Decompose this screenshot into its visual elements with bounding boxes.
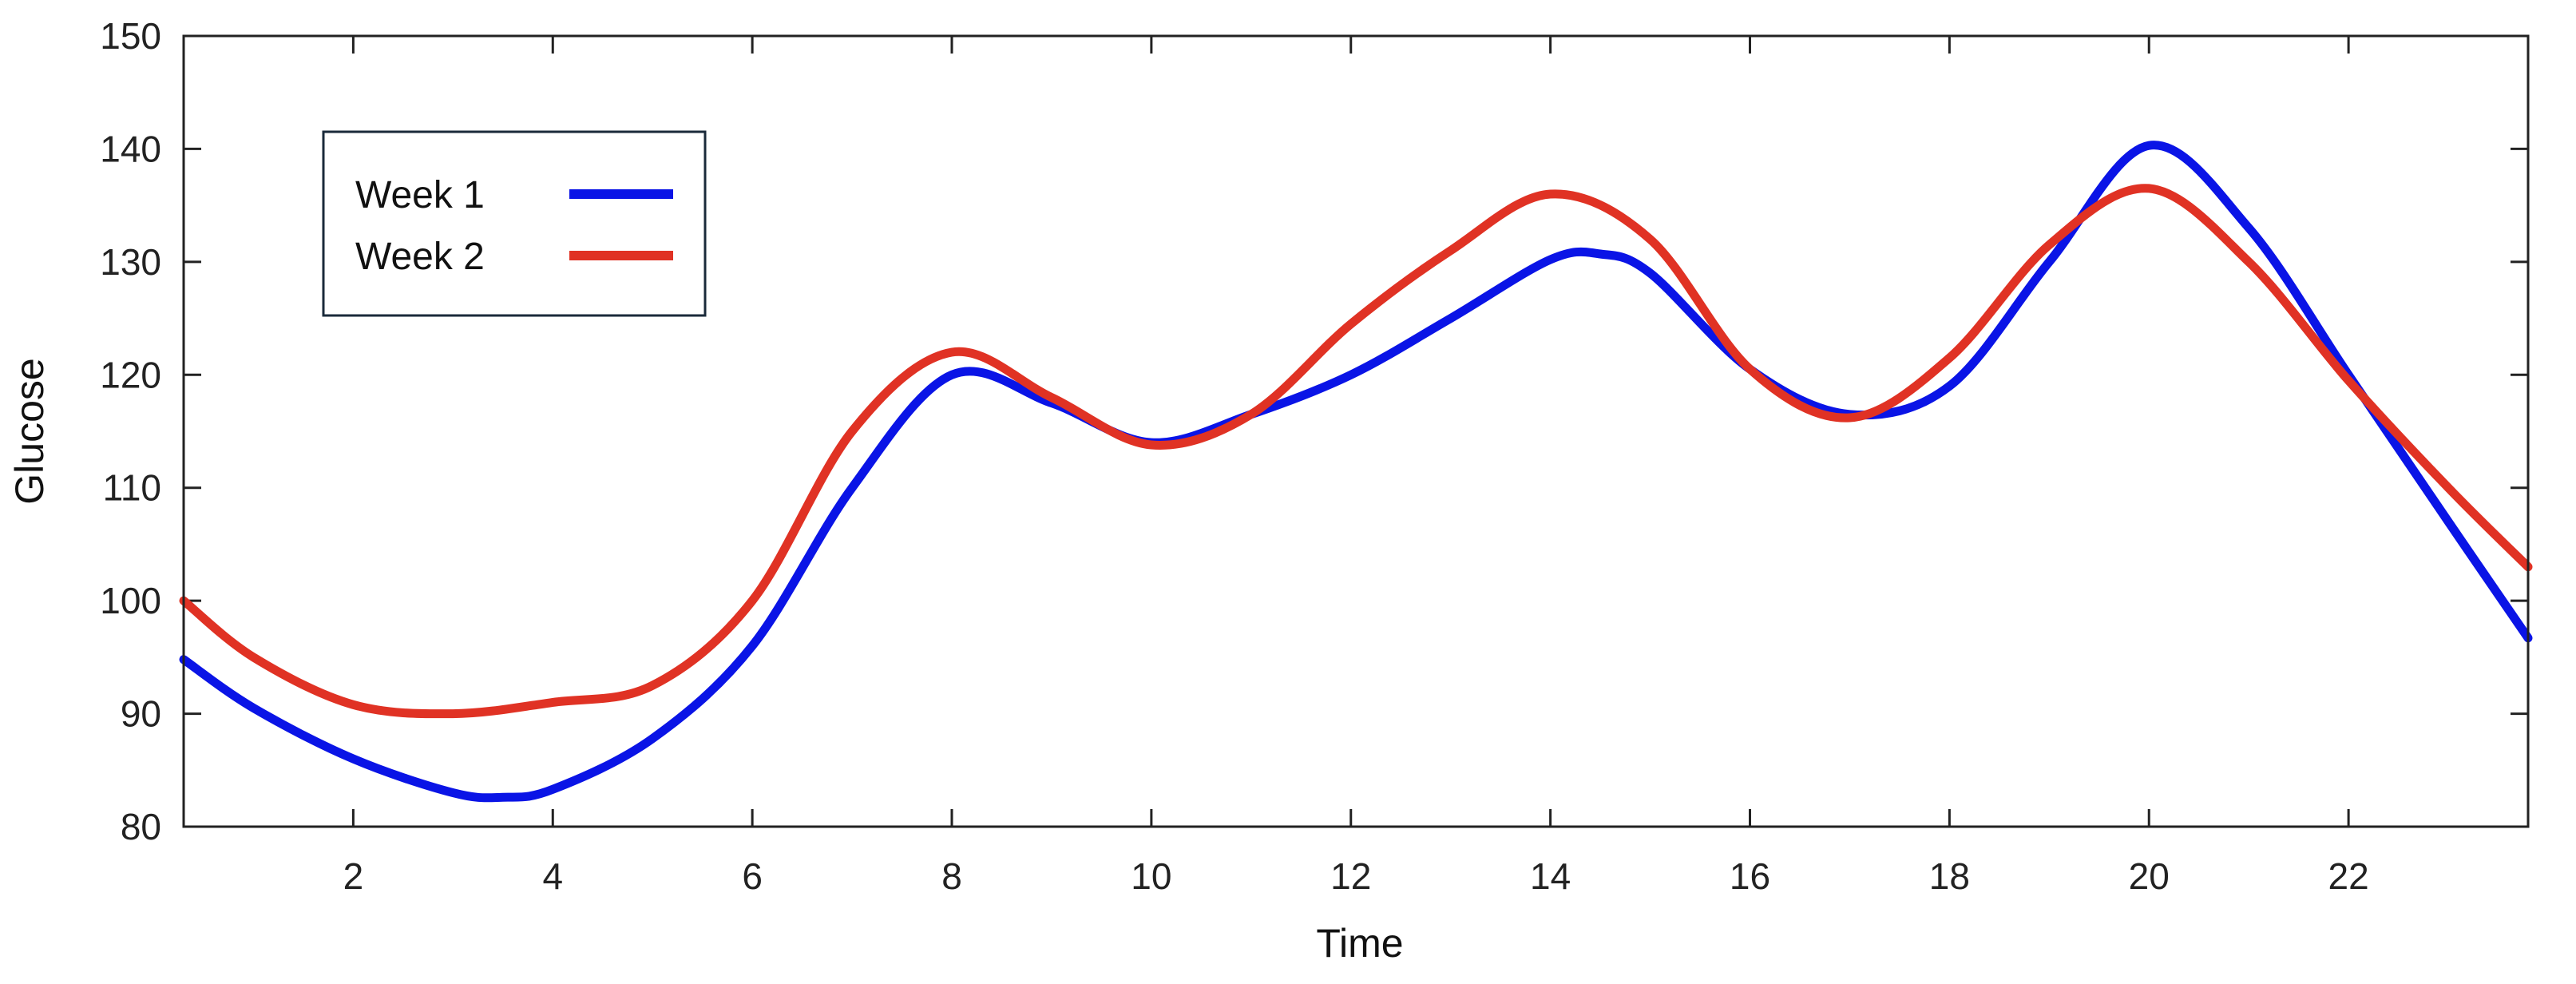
x-tick-label: 4	[542, 855, 563, 897]
x-axis-title: Time	[1316, 921, 1403, 966]
y-tick-label: 130	[100, 241, 161, 283]
plot-frame	[182, 34, 2530, 828]
y-tick-label: 100	[100, 580, 161, 621]
legend-box	[322, 130, 707, 317]
y-tick-labels: 80 90 100 110 120 130 140 150	[100, 15, 161, 847]
series-lines	[179, 141, 2533, 803]
legend: Week 1 Week 2	[322, 130, 707, 317]
x-tick-labels: 2 4 6 8 10 12 14 16 18 20 22	[343, 855, 2369, 897]
series-line-week-2	[179, 184, 2533, 719]
legend-label-week-2: Week 2	[355, 236, 485, 278]
x-tick-label: 10	[1131, 855, 1171, 897]
y-tick-marks	[184, 34, 2528, 828]
y-tick-label: 150	[100, 15, 161, 57]
y-axis-title: Glucose	[7, 358, 52, 504]
x-tick-label: 18	[1929, 855, 1970, 897]
legend-label-week-1: Week 1	[355, 174, 485, 216]
y-tick-label: 120	[100, 354, 161, 395]
x-tick-label: 2	[343, 855, 364, 897]
x-tick-label: 6	[742, 855, 763, 897]
x-tick-label: 22	[2328, 855, 2369, 897]
y-tick-label: 90	[121, 693, 161, 735]
y-tick-label: 140	[100, 128, 161, 169]
series-line-week-1	[179, 141, 2533, 803]
x-tick-label: 12	[1330, 855, 1371, 897]
y-tick-label: 110	[103, 467, 161, 509]
x-tick-label: 14	[1530, 855, 1571, 897]
x-tick-label: 8	[941, 855, 962, 897]
x-tick-label: 20	[2129, 855, 2170, 897]
y-tick-label: 80	[121, 806, 161, 847]
x-tick-marks	[351, 36, 2350, 827]
x-tick-label: 16	[1730, 855, 1770, 897]
